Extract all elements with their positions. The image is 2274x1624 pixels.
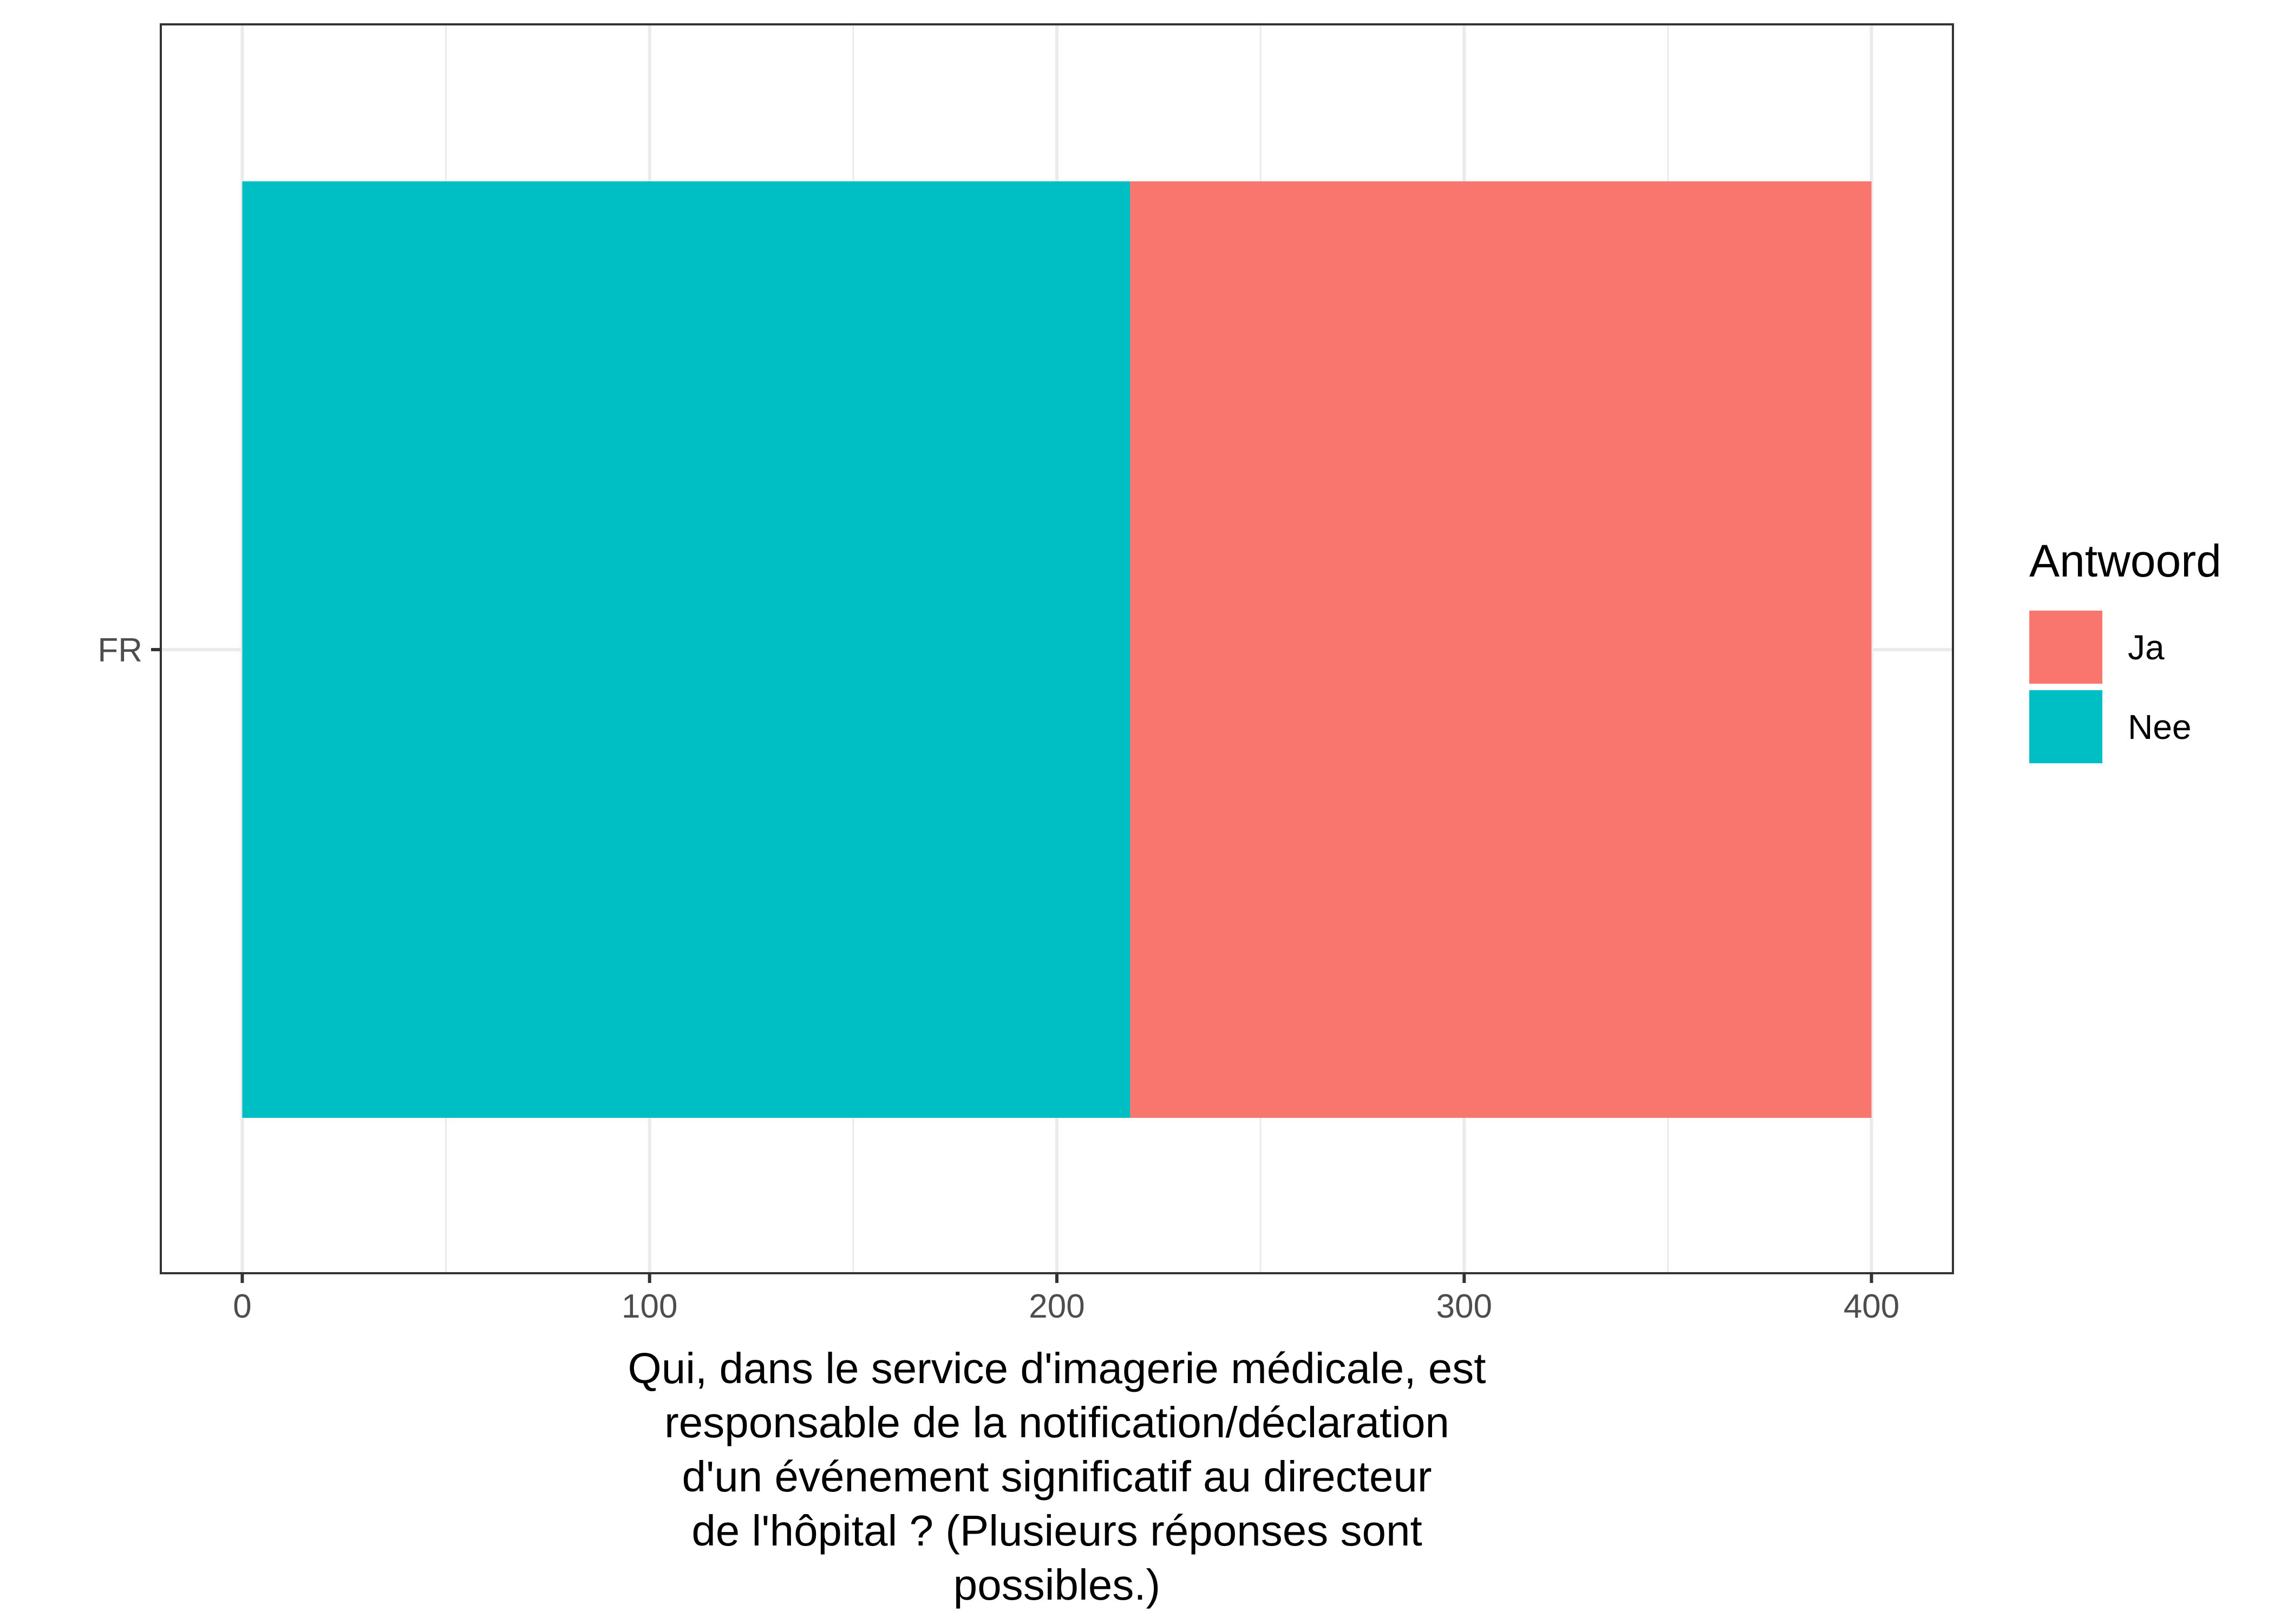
x-axis-title: Qui, dans le service d'imagerie médicale… (628, 1344, 1486, 1609)
x-axis-title-line: Qui, dans le service d'imagerie médicale… (628, 1344, 1486, 1392)
legend-key-ja (2029, 611, 2102, 684)
x-axis: 0 100 200 300 400 (233, 1273, 1899, 1325)
x-tick-label: 300 (1436, 1288, 1492, 1325)
legend-key-nee (2029, 690, 2102, 763)
bar-ja (1130, 181, 1872, 1118)
y-tick-label: FR (97, 632, 142, 669)
legend-entries: Ja Nee (2029, 611, 2191, 763)
x-tick-label: 100 (622, 1288, 677, 1325)
bar-nee (242, 181, 1131, 1118)
x-tick-label: 400 (1844, 1288, 1899, 1325)
x-tick-label: 0 (233, 1288, 251, 1325)
x-axis-title-line: d'un événement significatif au directeur (682, 1452, 1432, 1501)
x-axis-title-line: responsable de la notification/déclarati… (664, 1398, 1449, 1446)
x-tick-label: 200 (1029, 1288, 1084, 1325)
legend-label-ja: Ja (2128, 628, 2165, 667)
legend-title: Antwoord (2029, 535, 2221, 586)
x-axis-title-line: possibles.) (953, 1561, 1160, 1609)
y-axis: FR (97, 632, 161, 669)
bars (242, 181, 1872, 1118)
legend-label-nee: Nee (2128, 708, 2191, 746)
legend: Antwoord Ja Nee (2029, 535, 2221, 763)
x-axis-title-line: de l'hôpital ? (Plusieurs réponses sont (691, 1507, 1422, 1555)
